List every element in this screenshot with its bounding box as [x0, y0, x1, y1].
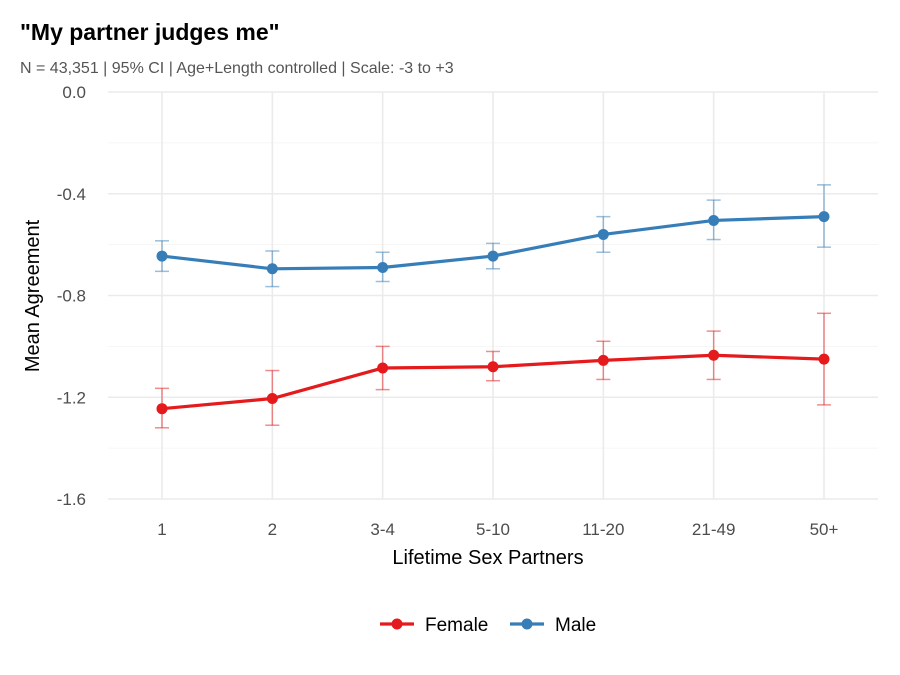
data-point	[708, 349, 720, 361]
x-tick-label: 2	[268, 520, 277, 539]
y-tick-labels: 0.0 -0.4 -0.8 -1.2 -1.6	[57, 83, 86, 509]
data-point	[156, 403, 168, 415]
x-tick-label: 3-4	[370, 520, 395, 539]
series	[155, 184, 831, 429]
data-point	[597, 228, 609, 240]
legend-item-male: Male	[510, 615, 596, 636]
legend-label: Male	[555, 615, 596, 636]
x-tick-label: 1	[157, 520, 166, 539]
y-tick-label: -0.4	[57, 185, 86, 204]
series-female	[155, 312, 831, 429]
legend: Female Male	[380, 615, 596, 636]
x-tick-label: 50+	[810, 520, 839, 539]
y-tick-label: -1.2	[57, 388, 86, 407]
x-tick-label: 11-20	[582, 520, 624, 539]
x-axis-title: Lifetime Sex Partners	[392, 547, 583, 569]
x-tick-labels: 1 2 3-4 5-10 11-20 21-49 50+	[157, 520, 838, 539]
y-tick-label: -0.8	[57, 287, 86, 306]
data-point	[597, 354, 609, 366]
data-point	[487, 361, 499, 373]
data-point	[487, 250, 499, 262]
chart-title: "My partner judges me"	[20, 19, 280, 45]
legend-swatch-point	[521, 618, 533, 630]
series-male	[155, 184, 831, 288]
legend-label: Female	[425, 615, 488, 636]
data-point	[266, 263, 278, 275]
y-tick-label: 0.0	[62, 83, 86, 102]
chart-subtitle: N = 43,351 | 95% CI | Age+Length control…	[20, 60, 454, 77]
legend-swatch-point	[391, 618, 403, 630]
grid	[108, 91, 878, 500]
data-point	[377, 362, 389, 374]
data-point	[266, 393, 278, 405]
data-point	[377, 262, 389, 274]
data-point	[818, 211, 830, 223]
y-tick-label: -1.6	[57, 490, 86, 509]
x-tick-label: 5-10	[476, 520, 510, 539]
data-point	[708, 214, 720, 226]
data-point	[156, 250, 168, 262]
legend-item-female: Female	[380, 615, 488, 636]
x-tick-label: 21-49	[692, 520, 735, 539]
y-axis-title: Mean Agreement	[22, 219, 44, 372]
data-point	[818, 353, 830, 365]
